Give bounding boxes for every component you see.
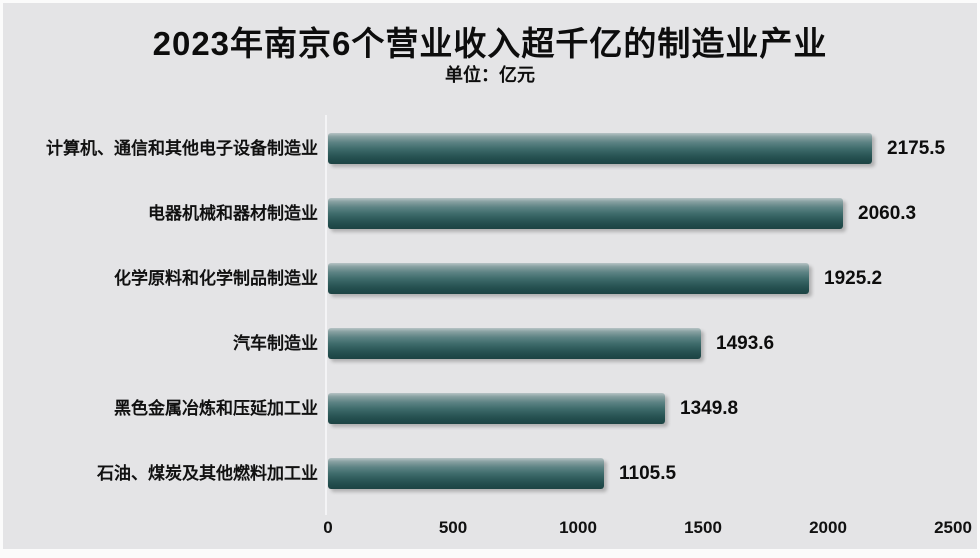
chart-canvas: 2023年南京6个营业收入超千亿的制造业产业 单位：亿元 计算机、通信和其他电子… [3,3,977,549]
x-tick-label: 0 [323,518,333,537]
bar [328,263,809,294]
bar-row: 化学原料和化学制品制造业 1925.2 [3,246,977,311]
bar [328,198,843,229]
chart-unit-label: 单位：亿元 [445,65,535,85]
category-label: 汽车制造业 [233,334,318,353]
bar-row: 电器机械和器材制造业 2060.3 [3,181,977,246]
x-tick-label: 1500 [684,518,722,537]
bar-row: 计算机、通信和其他电子设备制造业 2175.5 [3,116,977,181]
value-label: 1493.6 [716,333,775,354]
x-tick-label: 1000 [559,518,597,537]
category-label: 石油、煤炭及其他燃料加工业 [97,464,318,483]
x-tick-label: 2000 [809,518,847,537]
value-label: 2060.3 [858,203,917,224]
category-label: 化学原料和化学制品制造业 [114,269,318,288]
value-label: 1105.5 [619,463,677,484]
bar [328,393,665,424]
category-label: 计算机、通信和其他电子设备制造业 [46,139,318,158]
bar [328,133,872,164]
category-label: 黑色金属冶炼和压延加工业 [114,399,318,418]
y-axis-line [325,115,327,515]
bar-row: 黑色金属冶炼和压延加工业 1349.8 [3,376,977,441]
value-label: 1349.8 [680,398,739,419]
x-tick-label: 500 [438,518,468,537]
value-label: 1925.2 [824,268,883,289]
bar-rows: 计算机、通信和其他电子设备制造业 2175.5 电器机械和器材制造业 2060.3 化学… [3,116,977,506]
chart-title: 2023年南京6个营业收入超千亿的制造业产业 [152,25,828,62]
x-tick-label: 2500 [934,518,972,537]
bar-row: 石油、煤炭及其他燃料加工业 1105.5 [3,441,977,506]
value-label: 2175.5 [887,138,946,159]
category-label: 电器机械和器材制造业 [148,204,318,223]
x-axis: 0 500 1000 1500 2000 2500 [3,515,977,541]
bar [328,458,604,489]
bar-row: 汽车制造业 1493.6 [3,311,977,376]
bar [328,328,701,359]
